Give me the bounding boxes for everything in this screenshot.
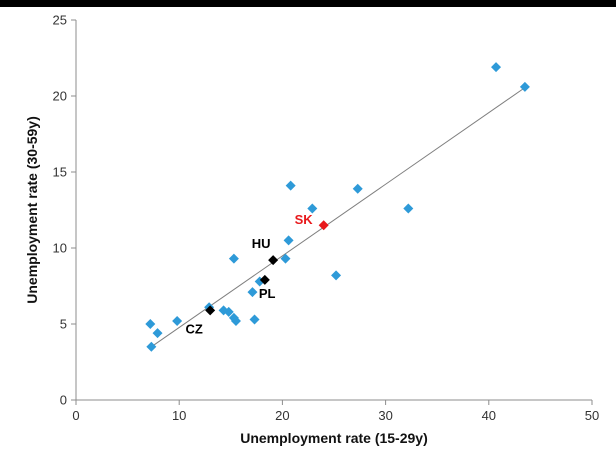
data-point xyxy=(230,315,241,326)
data-point xyxy=(249,314,260,325)
data-point xyxy=(146,341,157,352)
x-tick-label: 20 xyxy=(275,408,289,423)
data-point xyxy=(280,253,291,264)
x-tick-label: 30 xyxy=(378,408,392,423)
data-point xyxy=(223,306,234,317)
data-point xyxy=(228,253,239,264)
data-point xyxy=(247,287,258,298)
data-point xyxy=(491,62,502,73)
x-tick-label: 40 xyxy=(482,408,496,423)
x-tick-label: 10 xyxy=(172,408,186,423)
y-tick-label: 0 xyxy=(60,393,67,408)
y-tick-label: 20 xyxy=(53,89,67,104)
data-point xyxy=(283,235,294,246)
y-tick-label: 25 xyxy=(53,13,67,28)
point-label-hu: HU xyxy=(252,236,271,251)
point-label-pl: PL xyxy=(259,286,276,301)
highlight-point-pl xyxy=(259,274,270,285)
cropped-title-bar xyxy=(0,0,616,7)
y-tick-label: 15 xyxy=(53,165,67,180)
y-tick-label: 5 xyxy=(60,317,67,332)
data-point xyxy=(285,180,296,191)
data-point xyxy=(352,183,363,194)
point-label-sk: SK xyxy=(295,212,314,227)
y-axis-title: Unemployment rate (30-59y) xyxy=(24,116,40,304)
x-tick-label: 0 xyxy=(72,408,79,423)
y-tick-label: 10 xyxy=(53,241,67,256)
data-points xyxy=(145,62,530,352)
data-point xyxy=(145,319,156,329)
data-point xyxy=(519,81,530,92)
trendline xyxy=(151,86,527,348)
x-axis-title: Unemployment rate (15-29y) xyxy=(240,430,428,446)
data-point xyxy=(403,203,414,214)
data-point xyxy=(307,203,318,214)
data-point xyxy=(152,328,163,339)
data-point xyxy=(172,315,183,326)
highlight-point-hu xyxy=(268,255,279,266)
highlight-point-cz xyxy=(205,305,216,316)
point-labels: CZ PL HU SK xyxy=(185,212,313,336)
point-label-cz: CZ xyxy=(185,321,202,336)
data-point xyxy=(331,270,342,281)
highlight-point-sk xyxy=(318,220,329,231)
trendline-group xyxy=(151,86,527,348)
chart-axes: 0 5 10 15 20 25 0 10 20 30 40 50 xyxy=(53,13,600,424)
x-tick-label: 50 xyxy=(585,408,599,423)
